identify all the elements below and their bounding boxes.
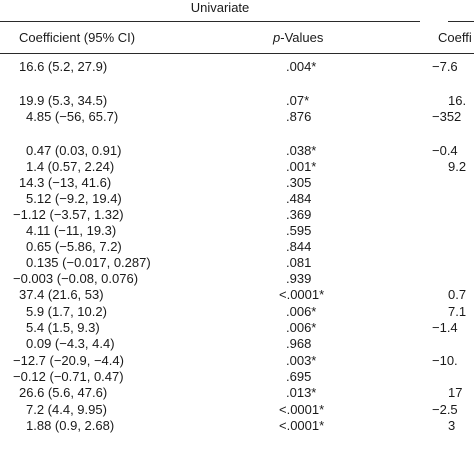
table-cell-pvalue: <.0001*	[279, 418, 325, 433]
table-cell-pvalue: .006*	[286, 304, 317, 319]
table-cell-coefficient: −0.003 (−0.08, 0.076)	[13, 271, 139, 286]
table-cell-coefficient: −1.12 (−3.57, 1.32)	[13, 207, 124, 222]
table-cell-coefficient: 0.09 (−4.3, 4.4)	[26, 336, 115, 351]
table-cell-multivariate: 3	[448, 418, 456, 433]
table-cell-coefficient: 1.4 (0.57, 2.24)	[26, 159, 115, 174]
table-cell-coefficient: 1.88 (0.9, 2.68)	[26, 418, 115, 433]
table-cell-coefficient: −0.12 (−0.71, 0.47)	[13, 369, 124, 384]
table-cell-pvalue: .484	[286, 191, 312, 206]
table-cell-coefficient: 4.85 (−56, 65.7)	[26, 109, 119, 124]
header-rule-top	[0, 21, 420, 22]
table-cell-coefficient: 5.4 (1.5, 9.3)	[26, 320, 100, 335]
table-cell-coefficient: 5.9 (1.7, 10.2)	[26, 304, 107, 319]
table-cell-pvalue: .013*	[286, 385, 317, 400]
table-cell-coefficient: 19.9 (5.3, 34.5)	[19, 93, 108, 108]
column-header-coefficient-multivariate: Coeffi	[438, 30, 472, 45]
table-cell-multivariate: −352	[432, 109, 462, 124]
table-cell-multivariate: −0.4	[432, 143, 458, 158]
table-cell-multivariate: 9.2	[448, 159, 467, 174]
column-header-pvalues: p-Values	[273, 30, 323, 46]
table-cell-pvalue: .038*	[286, 143, 317, 158]
table-cell-pvalue: .844	[286, 239, 312, 254]
pvalues-italic-p: p	[273, 30, 281, 45]
group-title-univariate: Univariate	[190, 0, 250, 15]
table-cell-multivariate: −2.5	[432, 402, 458, 417]
table-cell-multivariate: 7.1	[448, 304, 467, 319]
table-cell-pvalue: .305	[286, 175, 312, 190]
table-cell-multivariate: −1.4	[432, 320, 458, 335]
table-cell-pvalue: .07*	[286, 93, 310, 108]
table-cell-multivariate: 17	[448, 385, 463, 400]
pvalues-suffix: -Values	[280, 30, 324, 45]
table-cell-coefficient: 37.4 (21.6, 53)	[19, 287, 104, 302]
table-cell-pvalue: .006*	[286, 320, 317, 335]
table-cell-pvalue: .695	[286, 369, 312, 384]
table-cell-pvalue: <.0001*	[279, 402, 325, 417]
table-cell-multivariate: 0.7	[448, 287, 467, 302]
table-cell-multivariate: −10.	[432, 353, 458, 368]
table-cell-pvalue: .876	[286, 109, 312, 124]
header-rule-right	[448, 21, 474, 22]
table-cell-coefficient: 0.135 (−0.017, 0.287)	[26, 255, 151, 270]
table-cell-pvalue: .595	[286, 223, 312, 238]
table-cell-multivariate: 16.	[448, 93, 467, 108]
table-cell-pvalue: .001*	[286, 159, 317, 174]
table-cell-coefficient: 16.6 (5.2, 27.9)	[19, 59, 108, 74]
table-cell-pvalue: .003*	[286, 353, 317, 368]
table-cell-pvalue: .939	[286, 271, 312, 286]
table-cell-pvalue: .081	[286, 255, 312, 270]
table-cell-coefficient: 14.3 (−13, 41.6)	[19, 175, 112, 190]
table-cell-pvalue: .004*	[286, 59, 317, 74]
column-header-coefficient: Coefficient (95% CI)	[19, 30, 136, 45]
header-rule-bottom	[0, 53, 474, 54]
table-cell-coefficient: 0.47 (0.03, 0.91)	[26, 143, 122, 158]
table-cell-coefficient: 7.2 (4.4, 9.95)	[26, 402, 107, 417]
table-cell-multivariate: −7.6	[432, 59, 458, 74]
table-cell-coefficient: 0.65 (−5.86, 7.2)	[26, 239, 122, 254]
table-cell-coefficient: 4.11 (−11, 19.3)	[26, 223, 117, 238]
table-cell-pvalue: .968	[286, 336, 312, 351]
table-cell-pvalue: <.0001*	[279, 287, 325, 302]
table-cell-coefficient: 5.12 (−9.2, 19.4)	[26, 191, 122, 206]
table-cell-pvalue: .369	[286, 207, 312, 222]
table-cell-coefficient: 26.6 (5.6, 47.6)	[19, 385, 108, 400]
table-cell-coefficient: −12.7 (−20.9, −4.4)	[13, 353, 124, 368]
